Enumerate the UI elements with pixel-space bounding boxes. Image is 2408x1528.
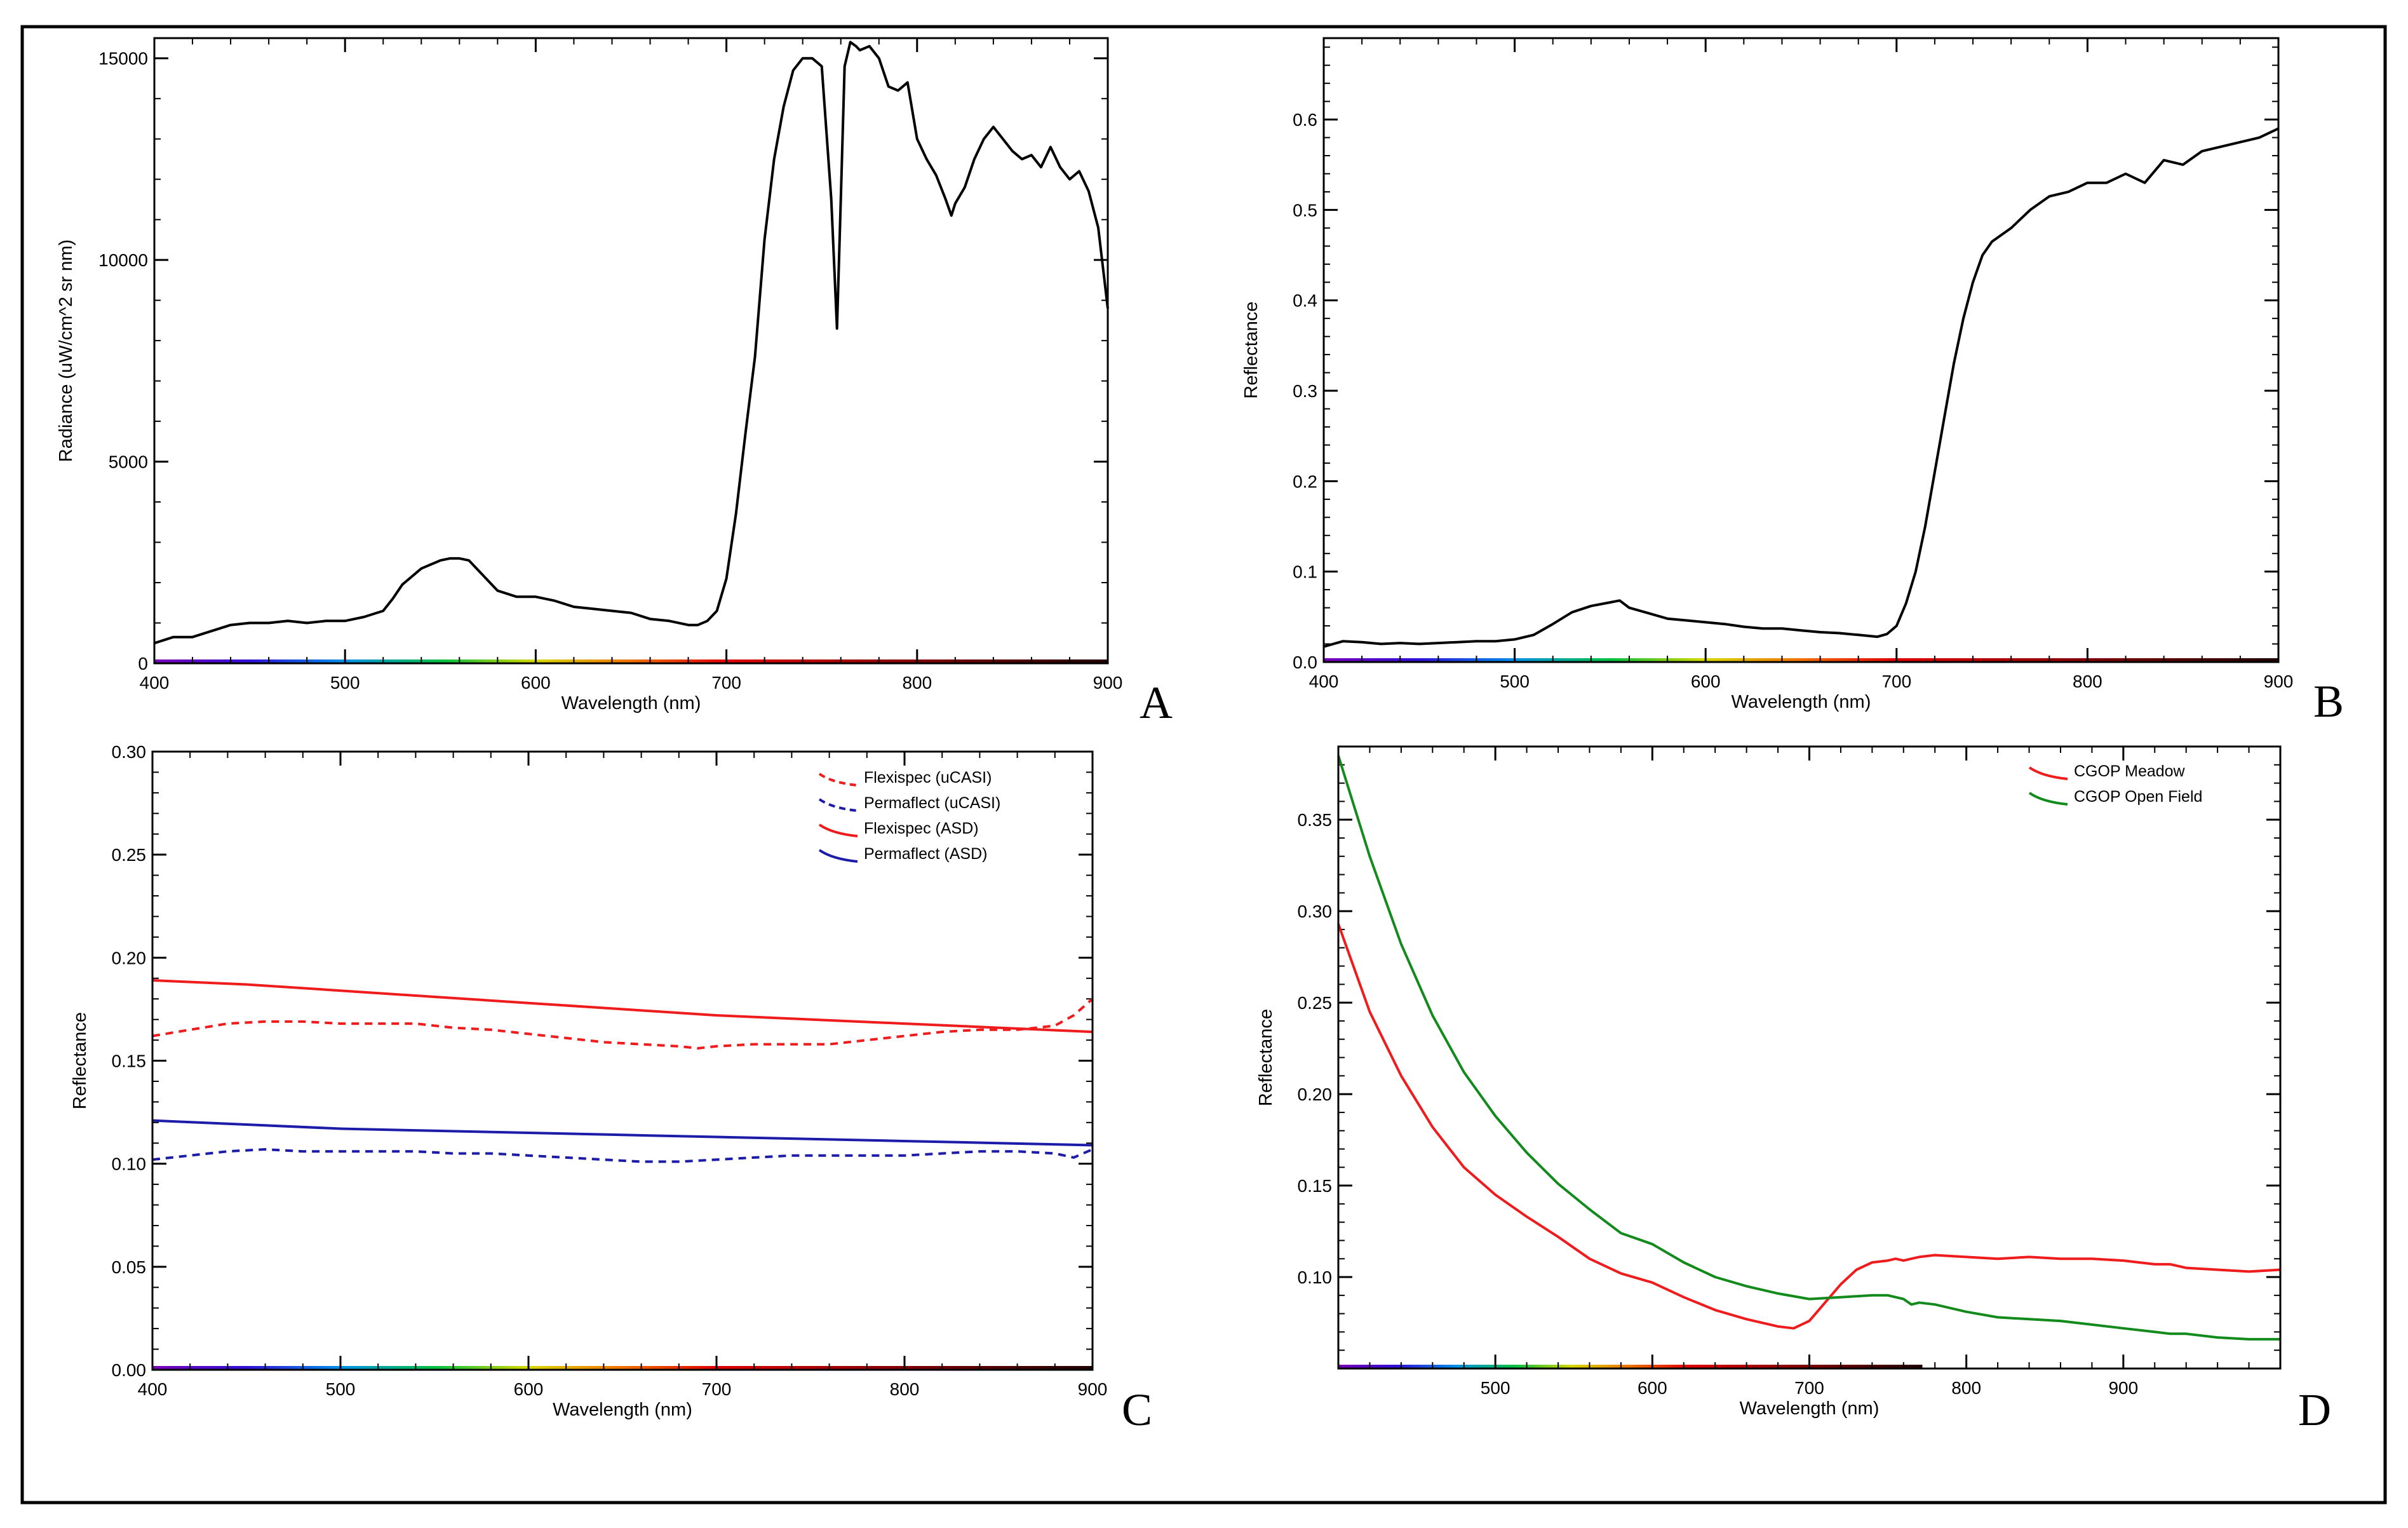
panel-a-y-tick-label: 10000 xyxy=(98,250,148,270)
panel-a-letter: A xyxy=(1140,677,1173,728)
panel-d-y-tick-label: 0.20 xyxy=(1298,1085,1333,1104)
panel-a-x-tick-label: 600 xyxy=(521,673,551,693)
panel-d-y-tick-label: 0.35 xyxy=(1298,810,1333,830)
panel-c-spectrum-bar xyxy=(152,1366,1093,1370)
panel-a-x-tick-label: 800 xyxy=(902,673,932,693)
panel-d-spectrum-bar xyxy=(1338,1365,1923,1369)
panel-d-series-cgop-meadow xyxy=(1337,923,2281,1330)
panel-c-legend-label: Flexispec (uCASI) xyxy=(864,769,992,787)
panel-c-series-permaflect-ucasi xyxy=(152,1148,1093,1163)
panel-c-y-tick-label: 0.20 xyxy=(112,948,147,968)
panel-d-y-tick-label: 0.15 xyxy=(1298,1176,1333,1196)
panel-c-x-tick-label: 500 xyxy=(326,1379,356,1399)
panel-d-y-axis-title: Reflectance xyxy=(1256,1009,1276,1106)
panel-a-y-tick-label: 15000 xyxy=(98,49,148,69)
panel-c-legend-swatch xyxy=(818,849,858,863)
panel-d-x-tick-label: 500 xyxy=(1481,1378,1510,1398)
panel-a-spectrum-bar xyxy=(154,659,1108,663)
panel-c-x-tick-label: 700 xyxy=(702,1379,732,1399)
panel-b-plot-frame xyxy=(1322,37,2280,663)
panel-c-x-tick-label: 600 xyxy=(514,1379,544,1399)
panel-c-series-permaflect-asd xyxy=(152,1119,1093,1147)
panel-d-x-tick-label: 800 xyxy=(1951,1378,1981,1398)
panel-a-x-axis-title: Wavelength (nm) xyxy=(562,693,701,713)
panel-c-series-flexispec-ucasi xyxy=(152,997,1094,1050)
panel-d-x-tick-label: 700 xyxy=(1794,1378,1824,1398)
panel-c-legend-swatch xyxy=(818,798,858,812)
panel-c-series-flexispec-asd xyxy=(152,979,1093,1034)
panel-d-y-tick-label: 0.25 xyxy=(1298,993,1333,1013)
panel-b-x-tick-label: 700 xyxy=(1881,672,1911,691)
panel-c-y-tick-label: 0.00 xyxy=(112,1360,147,1380)
panel-d-x-tick-label: 900 xyxy=(2108,1378,2138,1398)
panel-c-y-tick-label: 0.30 xyxy=(112,742,147,762)
panel-b-y-tick-label: 0.3 xyxy=(1293,381,1317,401)
panel-a-x-tick-label: 400 xyxy=(140,673,170,693)
panel-c-x-tick-label: 800 xyxy=(890,1379,920,1399)
panel-a-y-axis-title: Radiance (uW/cm^2 sr nm) xyxy=(56,240,76,462)
panel-b-y-tick-label: 0.2 xyxy=(1293,471,1317,491)
panel-d-legend-swatch xyxy=(2028,766,2068,780)
panel-b-spectrum-bar xyxy=(1324,658,2278,662)
panel-b-y-tick-label: 0.4 xyxy=(1293,291,1317,311)
panel-d: 500 600 700 800 900 0.10 0.15 0.20 0.25 0.30 0.35 W… xyxy=(1256,745,2331,1435)
panel-c-legend-label: Permaflect (ASD) xyxy=(864,845,987,863)
panel-d-y-tick-label: 0.30 xyxy=(1298,902,1333,921)
panel-c-y-tick-label: 0.05 xyxy=(112,1257,147,1277)
panel-b-series-reflectance xyxy=(1323,127,2279,648)
panel-c-y-axis-title: Reflectance xyxy=(70,1012,90,1109)
panel-c-y-tick-label: 0.25 xyxy=(112,845,147,865)
panel-c: 400 500 600 700 800 900 0.00 0.05 0.10 0.15 0.20 0.… xyxy=(70,742,1152,1435)
panel-a-x-tick-label: 700 xyxy=(711,673,741,693)
panel-b-y-tick-label: 0.6 xyxy=(1293,110,1317,130)
panel-c-y-tick-label: 0.15 xyxy=(112,1051,147,1071)
panel-d-legend-swatch xyxy=(2028,792,2068,806)
panel-a-x-tick-label: 900 xyxy=(1093,673,1123,693)
panel-b-y-axis-title: Reflectance xyxy=(1241,301,1261,398)
panel-b-x-tick-label: 900 xyxy=(2264,672,2294,691)
panel-a-x-tick-label: 500 xyxy=(330,673,360,693)
panel-b-y-tick-label: 0.0 xyxy=(1293,652,1317,672)
panel-d-legend-label: CGOP Meadow xyxy=(2074,762,2186,780)
panel-c-legend-swatch xyxy=(818,823,858,837)
panel-d-y-tick-label: 0.10 xyxy=(1298,1268,1333,1287)
panel-a: 400 500 600 700 800 900 0 5000 10000 15000 Wavelen… xyxy=(56,37,1173,728)
panel-b-x-tick-label: 600 xyxy=(1691,672,1721,691)
panel-c-plot-frame xyxy=(151,750,1094,1371)
panel-b: 400 500 600 700 800 900 0.0 0.1 0.2 0.3 0.4 0.5 0.6 W… xyxy=(1241,37,2344,727)
panel-b-y-tick-label: 0.5 xyxy=(1293,200,1317,220)
panel-a-series-radiance xyxy=(154,41,1109,645)
panel-c-x-tick-label: 400 xyxy=(138,1379,168,1399)
panel-b-x-tick-label: 800 xyxy=(2073,672,2102,691)
panel-c-legend-label: Flexispec (ASD) xyxy=(864,820,979,837)
panel-d-letter: D xyxy=(2298,1384,2331,1435)
panel-b-x-tick-label: 400 xyxy=(1309,672,1339,691)
panel-c-letter: C xyxy=(1122,1384,1152,1435)
panel-c-x-axis-title: Wavelength (nm) xyxy=(553,1400,692,1420)
panel-b-x-tick-label: 500 xyxy=(1500,672,1530,691)
panel-c-legend-swatch xyxy=(818,773,858,787)
panel-c-x-tick-label: 900 xyxy=(1078,1379,1108,1399)
panel-d-x-axis-title: Wavelength (nm) xyxy=(1740,1398,1880,1419)
panel-a-y-tick-label: 0 xyxy=(138,654,148,673)
panel-a-y-tick-label: 5000 xyxy=(109,452,148,472)
panel-b-x-axis-title: Wavelength (nm) xyxy=(1732,692,1871,712)
panel-d-x-tick-label: 600 xyxy=(1638,1378,1667,1398)
panel-b-letter: B xyxy=(2313,676,2344,727)
panel-b-y-tick-label: 0.1 xyxy=(1293,562,1317,582)
panel-c-y-tick-label: 0.10 xyxy=(112,1154,147,1174)
panel-d-legend-label: CGOP Open Field xyxy=(2074,788,2202,806)
panel-a-plot-frame xyxy=(153,37,1109,665)
panel-d-series-cgop-open-field xyxy=(1337,755,2280,1341)
figure-frame xyxy=(20,25,2387,1504)
panel-d-plot-frame xyxy=(1337,745,2282,1370)
panel-c-legend-label: Permaflect (uCASI) xyxy=(864,794,1000,812)
